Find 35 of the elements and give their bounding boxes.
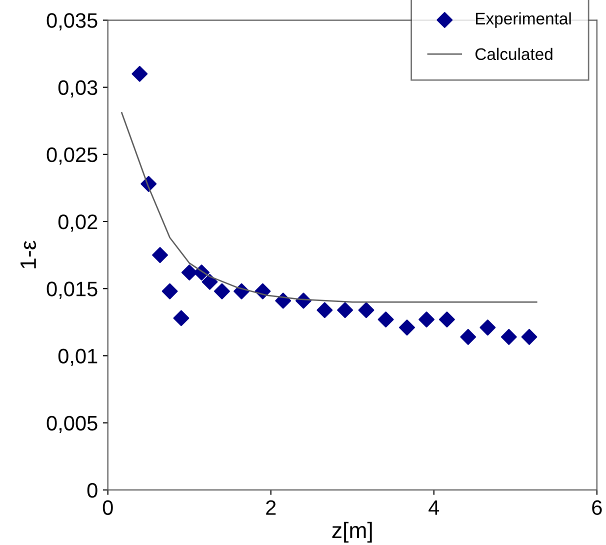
point [378,312,394,328]
point [399,320,415,336]
x-tick-label: 4 [428,500,440,515]
point [152,247,168,264]
x-axis-title: z[m] [332,522,372,543]
x-tick-label: 6 [592,500,602,515]
y-tick-label: 0,01 [58,348,98,366]
point [358,302,374,318]
y-tick-label: 0,035 [46,13,98,30]
point [500,328,517,345]
y-tick-label: 0 [87,482,98,498]
point [181,264,198,280]
point [202,274,218,290]
x-tick-label: 0 [102,500,113,515]
x-tick-label: 2 [266,500,276,515]
y-axis-title: 1-ε [20,240,36,268]
point [173,310,190,326]
point [521,328,538,345]
point [316,302,333,318]
legend-label: Experimental [476,12,571,28]
y-tick-label: 0,025 [46,147,98,165]
point [162,283,178,300]
point [214,283,230,300]
legend-label: Calculated [475,48,552,60]
point [460,328,476,345]
point [480,320,496,336]
point [275,292,292,309]
point [132,66,148,82]
point [337,302,354,318]
point [418,312,435,328]
point [438,312,455,328]
y-tick-label: 0,015 [46,282,98,299]
y-tick-label: 0,005 [46,416,98,434]
y-tick-label: 0,02 [58,214,98,232]
y-tick-label: 0,03 [58,80,98,98]
